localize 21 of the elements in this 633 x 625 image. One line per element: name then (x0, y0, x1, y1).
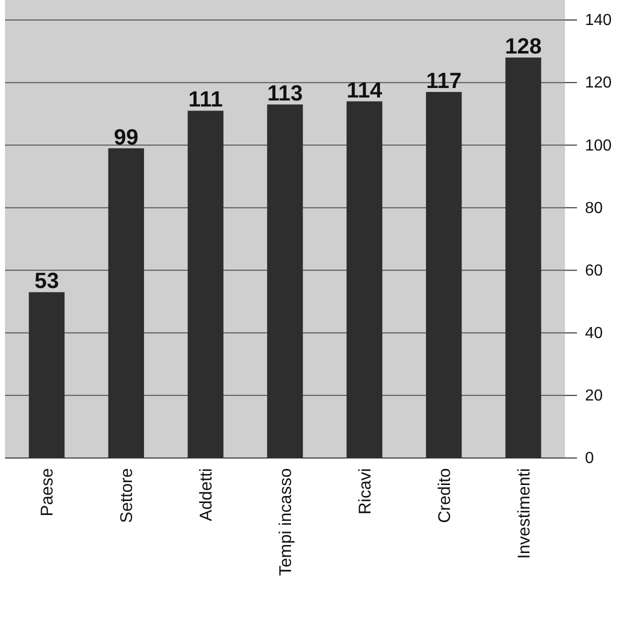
y-tick-label: 60 (585, 262, 603, 280)
x-tick-label: Settore (117, 468, 136, 524)
y-tick-label: 40 (585, 324, 603, 342)
data-label: 53 (34, 268, 59, 294)
x-tick-label: Paese (38, 468, 57, 516)
x-tick-label: Addetti (196, 468, 216, 522)
y-tick-label: 120 (585, 74, 612, 92)
x-tick-label: Tempi incasso (276, 468, 295, 576)
data-label: 113 (267, 80, 303, 106)
y-tick-label: 80 (585, 200, 603, 217)
x-tick-label: Ricavi (355, 468, 374, 514)
y-tick-label: 100 (585, 137, 612, 154)
data-label: 99 (114, 124, 138, 150)
data-label: 114 (346, 77, 383, 102)
y-tick-label: 20 (585, 388, 603, 405)
y-tick-label: 140 (585, 12, 612, 30)
x-tick-label: Investimenti (514, 468, 534, 559)
data-label: 111 (188, 86, 223, 112)
x-tick-label: Credito (434, 468, 454, 524)
y-tick-label: 0 (585, 450, 594, 468)
data-label: 128 (504, 34, 542, 59)
